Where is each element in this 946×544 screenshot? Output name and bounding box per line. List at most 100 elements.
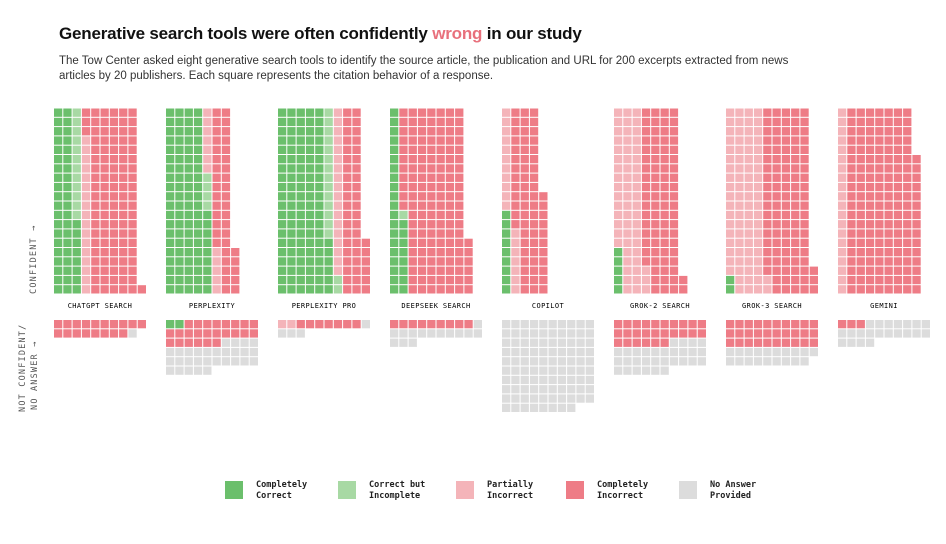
- not-confident-square: [809, 338, 818, 347]
- confident-square: [893, 285, 903, 294]
- confident-square: [399, 127, 408, 136]
- confident-square: [893, 127, 903, 136]
- not-confident-square: [473, 329, 482, 338]
- confident-square: [119, 210, 128, 220]
- not-confident-square: [249, 329, 258, 338]
- confident-square: [399, 285, 408, 294]
- not-confident-square: [585, 347, 594, 357]
- confident-square: [81, 275, 91, 285]
- not-confident-square: [539, 338, 548, 347]
- confident-square: [903, 220, 912, 229]
- confident-square: [912, 229, 921, 238]
- confident-square: [884, 182, 893, 192]
- confident-square: [193, 117, 203, 127]
- confident-square: [119, 248, 128, 257]
- confident-square: [772, 229, 781, 238]
- confident-square: [166, 182, 175, 192]
- not-confident-square: [567, 366, 576, 375]
- not-confident-square: [502, 338, 511, 347]
- confident-square: [893, 257, 903, 266]
- confident-square: [333, 182, 343, 192]
- confident-square: [791, 220, 800, 229]
- confident-square: [436, 192, 445, 201]
- confident-square: [520, 238, 529, 247]
- confident-square: [632, 257, 641, 266]
- confident-square: [287, 201, 296, 210]
- not-confident-square: [567, 347, 576, 357]
- confident-square: [744, 127, 753, 136]
- confident-square: [529, 266, 539, 275]
- confident-square: [100, 266, 109, 275]
- confident-square: [511, 173, 520, 182]
- not-confident-square: [641, 329, 651, 338]
- confident-square: [679, 285, 688, 294]
- confident-square: [128, 201, 137, 210]
- confident-square: [175, 182, 184, 192]
- confident-square: [800, 275, 809, 285]
- confident-square: [511, 136, 520, 145]
- confident-square: [417, 136, 427, 145]
- confident-square: [772, 238, 781, 247]
- confident-square: [623, 155, 632, 164]
- confident-square: [529, 127, 539, 136]
- confident-square: [641, 201, 651, 210]
- confident-square: [427, 266, 436, 275]
- confident-square: [54, 220, 63, 229]
- confident-square: [175, 238, 184, 247]
- not-confident-square: [548, 320, 557, 329]
- confident-square: [390, 127, 399, 136]
- confident-square: [315, 164, 324, 173]
- confident-square: [669, 275, 679, 285]
- confident-square: [72, 145, 81, 154]
- confident-square: [912, 201, 921, 210]
- confident-square: [641, 108, 651, 117]
- confident-square: [278, 155, 287, 164]
- not-confident-square: [669, 357, 679, 366]
- confident-square: [856, 192, 865, 201]
- not-confident-square: [548, 375, 557, 385]
- confident-square: [651, 164, 660, 173]
- confident-square: [520, 155, 529, 164]
- confident-square: [417, 229, 427, 238]
- confident-square: [221, 266, 231, 275]
- confident-square: [417, 192, 427, 201]
- tool-label: GEMINI: [870, 302, 898, 310]
- not-confident-square: [585, 320, 594, 329]
- confident-square: [903, 266, 912, 275]
- confident-square: [641, 155, 651, 164]
- confident-square: [166, 257, 175, 266]
- confident-square: [753, 117, 763, 127]
- confident-square: [903, 173, 912, 182]
- confident-square: [726, 117, 735, 127]
- confident-square: [726, 220, 735, 229]
- confident-square: [166, 136, 175, 145]
- confident-square: [287, 248, 296, 257]
- confident-square: [520, 210, 529, 220]
- confident-square: [436, 145, 445, 154]
- confident-square: [800, 248, 809, 257]
- not-confident-square: [203, 320, 212, 329]
- confident-square: [614, 117, 623, 127]
- confident-square: [763, 117, 772, 127]
- confident-square: [726, 285, 735, 294]
- confident-square: [641, 285, 651, 294]
- confident-square: [408, 257, 417, 266]
- confident-square: [278, 238, 287, 247]
- confident-square: [660, 257, 669, 266]
- confident-square: [623, 266, 632, 275]
- confident-square: [119, 229, 128, 238]
- not-confident-square: [585, 385, 594, 394]
- confident-square: [744, 117, 753, 127]
- confident-square: [54, 238, 63, 247]
- confident-square: [502, 275, 511, 285]
- not-confident-square: [548, 347, 557, 357]
- confident-square: [305, 266, 315, 275]
- confident-square: [54, 145, 63, 154]
- confident-square: [632, 248, 641, 257]
- not-confident-square: [445, 320, 455, 329]
- confident-square: [669, 248, 679, 257]
- confident-square: [865, 117, 875, 127]
- confident-square: [333, 238, 343, 247]
- confident-square: [343, 257, 352, 266]
- confident-square: [296, 285, 305, 294]
